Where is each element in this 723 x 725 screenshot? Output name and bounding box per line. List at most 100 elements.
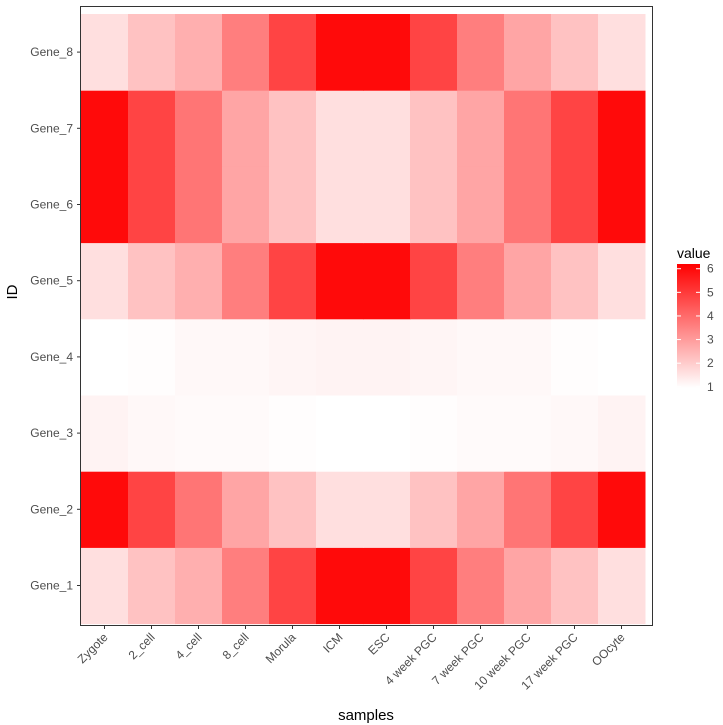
heatmap-cell	[410, 242, 458, 320]
heatmap-cell	[222, 242, 270, 320]
heatmap-cell	[222, 166, 270, 244]
panel-border	[80, 6, 653, 626]
heatmap-cell	[457, 166, 505, 244]
heatmap-cell	[81, 395, 129, 472]
heatmap-cell	[363, 166, 411, 244]
heatmap-cell	[410, 166, 458, 244]
heatmap-cell	[128, 471, 176, 548]
heatmap-cell	[175, 14, 223, 91]
heatmap-cell	[457, 14, 505, 91]
y-axis-title: ID	[4, 284, 21, 299]
x-axis-title: samples	[338, 707, 394, 724]
heatmap-cell	[598, 547, 646, 625]
heatmap-cell	[316, 90, 364, 167]
legend-title: value	[677, 245, 711, 261]
x-tick-label: ICM	[320, 630, 345, 655]
heatmap-cell	[269, 166, 317, 244]
heatmap-cell	[81, 90, 129, 167]
y-tick-label: Gene_8	[30, 45, 73, 59]
heatmap-cell	[457, 90, 505, 167]
heatmap-cell	[598, 395, 646, 472]
heatmap-cell	[363, 14, 411, 91]
heatmap-cell	[128, 90, 176, 167]
x-tick-label: 4_cell	[173, 630, 205, 662]
heatmap-cell	[551, 318, 599, 396]
heatmap-cell	[457, 318, 505, 396]
heatmap-cell	[222, 471, 270, 548]
heatmap-cell	[222, 90, 270, 167]
heatmap-cell	[316, 14, 364, 91]
heatmap-cell	[81, 318, 129, 396]
heatmap-cell	[316, 395, 364, 472]
y-tick-label: Gene_5	[30, 274, 73, 288]
heatmap-cell	[175, 166, 223, 244]
heatmap-cell	[410, 471, 458, 548]
heatmap-cell	[128, 318, 176, 396]
heatmap-cell	[598, 90, 646, 167]
heatmap-cell	[269, 90, 317, 167]
legend-tick-label: 2	[707, 356, 714, 370]
heatmap-cell	[269, 14, 317, 91]
heatmap-cell	[81, 166, 129, 244]
heatmap-cell	[551, 166, 599, 244]
heatmap-cell	[128, 242, 176, 320]
y-tick-label: Gene_7	[30, 121, 73, 135]
heatmap-cell	[175, 547, 223, 625]
heatmap-cell	[175, 471, 223, 548]
heatmap-cell	[175, 90, 223, 167]
legend-color-bar	[677, 264, 700, 388]
heatmap-cell	[363, 318, 411, 396]
heatmap-cell	[316, 166, 364, 244]
heatmap-cell	[457, 395, 505, 472]
heatmap-cell	[81, 471, 129, 548]
heatmap-cell	[128, 547, 176, 625]
heatmap-cell	[457, 242, 505, 320]
heatmap-cell	[81, 547, 129, 625]
y-tick-label: Gene_4	[30, 350, 73, 364]
heatmap-cell	[598, 14, 646, 91]
y-tick-label: Gene_3	[30, 426, 73, 440]
heatmap-cell	[269, 242, 317, 320]
legend: value 1 2 3 4 5 6	[677, 245, 714, 394]
heatmap-cell	[316, 242, 364, 320]
heatmap-cell	[222, 547, 270, 625]
heatmap-cell	[551, 14, 599, 91]
heatmap-cell	[81, 242, 129, 320]
heatmap-cell	[363, 395, 411, 472]
heatmap-cell	[269, 318, 317, 396]
y-axis: Gene_1 Gene_2 Gene_3 Gene_4 Gene_5 Gene_6 Gene…	[30, 45, 80, 593]
heatmap-cell	[363, 242, 411, 320]
heatmap-cell	[504, 318, 552, 396]
legend-tick-label: 6	[707, 262, 714, 276]
heatmap-cell	[410, 395, 458, 472]
y-tick-label: Gene_2	[30, 502, 73, 516]
heatmap-cell	[551, 547, 599, 625]
heatmap-cell	[222, 395, 270, 472]
heatmap-cell	[504, 90, 552, 167]
heatmap-cell	[269, 395, 317, 472]
heatmap-cell	[363, 90, 411, 167]
x-tick-label: 8_cell	[220, 630, 252, 662]
heatmap-cell	[222, 14, 270, 91]
heatmap-cell	[410, 14, 458, 91]
heatmap-cell	[504, 471, 552, 548]
legend-ticks: 1 2 3 4 5 6	[677, 262, 714, 394]
heatmap-cell	[598, 471, 646, 548]
heatmap-cell	[128, 166, 176, 244]
heatmap-cell	[316, 471, 364, 548]
legend-tick-label: 3	[707, 333, 714, 347]
heatmap-cell	[222, 318, 270, 396]
heatmap-cell	[551, 90, 599, 167]
heatmap-cell	[269, 471, 317, 548]
y-tick-label: Gene_1	[30, 579, 73, 593]
heatmap-cell	[598, 242, 646, 320]
heatmap-cell	[504, 395, 552, 472]
x-tick-label: OOcyte	[589, 630, 628, 669]
heatmap-cell	[598, 166, 646, 244]
heatmap-cell	[551, 471, 599, 548]
heatmap-cell	[175, 242, 223, 320]
heatmap-cell	[410, 318, 458, 396]
heatmap-cell	[598, 318, 646, 396]
